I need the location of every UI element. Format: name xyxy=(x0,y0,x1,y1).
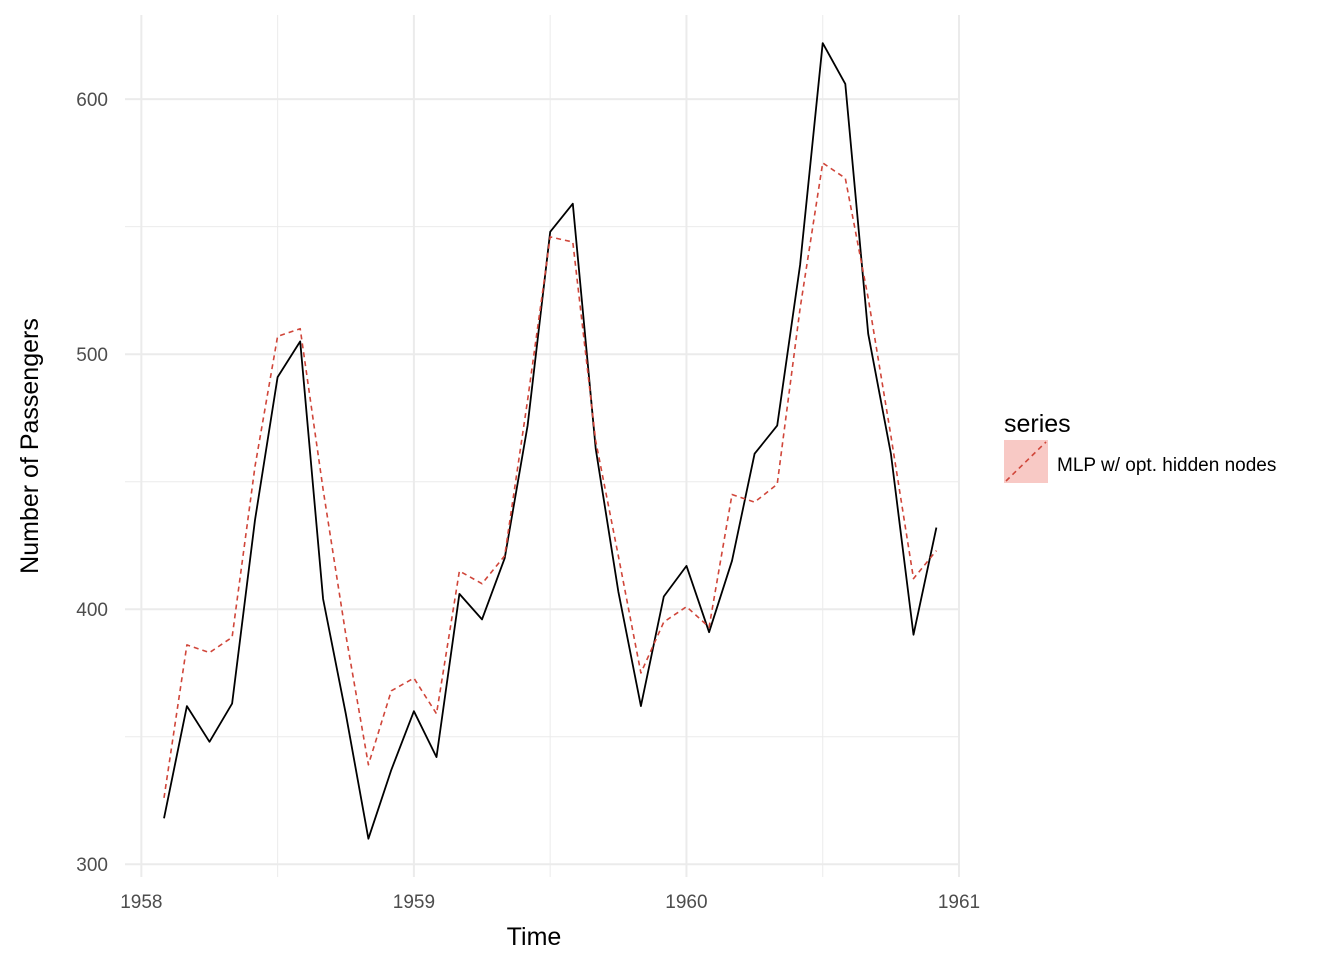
data-point xyxy=(844,82,847,85)
data-point xyxy=(799,263,802,266)
data-point xyxy=(776,424,779,427)
data-point xyxy=(708,631,711,634)
data-point xyxy=(617,554,620,557)
data-point xyxy=(390,689,393,692)
data-point xyxy=(639,705,642,708)
data-point xyxy=(503,554,506,557)
x-tick-label: 1961 xyxy=(938,892,980,913)
data-point xyxy=(254,465,257,468)
data-point xyxy=(685,605,688,608)
data-point xyxy=(322,488,325,491)
data-point xyxy=(162,817,165,820)
data-point xyxy=(821,42,824,45)
data-point xyxy=(799,307,802,310)
data-point xyxy=(662,595,665,598)
series-line-actual xyxy=(163,42,938,840)
data-point xyxy=(185,705,188,708)
legend-entry-label: MLP w/ opt. hidden nodes xyxy=(1057,455,1276,476)
legend-key xyxy=(1004,440,1048,483)
data-point xyxy=(435,756,438,759)
data-point xyxy=(458,569,461,572)
axis-ticks: 1958 1959 1960 1961 300 400 500 600 xyxy=(76,90,980,913)
series-lines xyxy=(162,42,938,840)
data-point xyxy=(844,177,847,180)
data-point xyxy=(639,671,642,674)
data-point xyxy=(730,559,733,562)
data-point xyxy=(867,297,870,300)
data-point xyxy=(867,332,870,335)
data-point xyxy=(821,161,824,164)
data-point xyxy=(753,501,756,504)
data-point xyxy=(481,618,484,621)
data-point xyxy=(549,230,552,233)
data-point xyxy=(549,235,552,238)
data-point xyxy=(344,712,347,715)
y-tick-label: 600 xyxy=(76,90,108,111)
data-point xyxy=(367,837,370,840)
data-point xyxy=(412,677,415,680)
data-point xyxy=(889,452,892,455)
data-point xyxy=(390,768,393,771)
x-tick-label: 1960 xyxy=(665,892,707,913)
data-point xyxy=(685,564,688,567)
data-point xyxy=(730,493,733,496)
data-point xyxy=(617,590,620,593)
data-point xyxy=(231,702,234,705)
data-point xyxy=(935,526,938,529)
data-point xyxy=(912,633,915,636)
data-point xyxy=(526,399,529,402)
data-point xyxy=(344,633,347,636)
data-point xyxy=(208,740,211,743)
data-point xyxy=(571,202,574,205)
data-point xyxy=(435,712,438,715)
legend-key-line xyxy=(1005,441,1047,482)
panel-grid xyxy=(125,15,960,877)
data-point xyxy=(753,452,756,455)
data-point xyxy=(935,549,938,552)
data-point xyxy=(458,592,461,595)
data-point xyxy=(912,577,915,580)
data-point xyxy=(231,636,234,639)
y-tick-label: 300 xyxy=(76,855,108,876)
data-point xyxy=(526,424,529,427)
data-point xyxy=(889,434,892,437)
data-point xyxy=(776,483,779,486)
data-point xyxy=(254,518,257,521)
data-point xyxy=(299,340,302,343)
y-tick-label: 500 xyxy=(76,345,108,366)
data-point xyxy=(662,620,665,623)
data-point xyxy=(322,598,325,601)
data-point xyxy=(162,796,165,799)
x-axis-title: Time xyxy=(507,923,562,951)
data-point xyxy=(594,439,597,442)
data-point xyxy=(208,651,211,654)
legend: series MLP w/ opt. hidden nodes xyxy=(1004,410,1276,483)
data-point xyxy=(299,327,302,330)
legend-title: series xyxy=(1004,410,1071,438)
data-point xyxy=(367,763,370,766)
x-tick-label: 1958 xyxy=(120,892,162,913)
data-point xyxy=(412,710,415,713)
data-point xyxy=(276,376,279,379)
y-tick-label: 400 xyxy=(76,600,108,621)
y-axis-title: Number of Passengers xyxy=(16,318,44,574)
series-line-forecast xyxy=(163,162,938,799)
data-point xyxy=(276,335,279,338)
x-tick-label: 1959 xyxy=(393,892,435,913)
data-point xyxy=(571,240,574,243)
data-point xyxy=(481,582,484,585)
data-point xyxy=(708,626,711,629)
data-point xyxy=(185,643,188,646)
